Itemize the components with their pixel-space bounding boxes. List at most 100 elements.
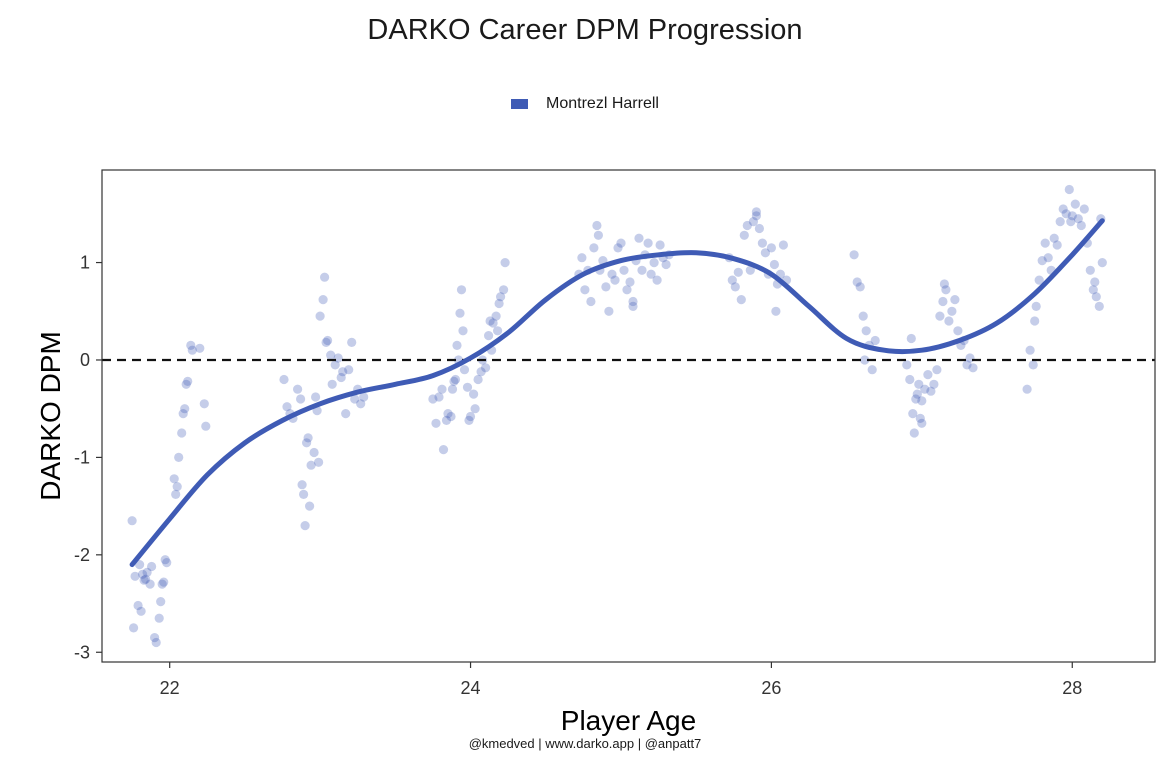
data-point <box>1090 277 1100 287</box>
data-point <box>1055 217 1065 227</box>
smooth-line-montrezl-harrell <box>129 218 1105 568</box>
data-point <box>1097 258 1107 268</box>
points-layer <box>127 184 1107 648</box>
data-point <box>1022 384 1032 394</box>
data-point <box>766 243 777 253</box>
data-point <box>138 569 148 579</box>
data-point <box>473 374 483 385</box>
data-point <box>1031 301 1041 311</box>
data-point <box>968 363 978 373</box>
data-point <box>481 363 491 373</box>
x-tick-label: 28 <box>1062 678 1082 698</box>
data-point <box>303 433 313 443</box>
data-point <box>159 577 169 587</box>
data-point <box>336 372 346 383</box>
data-point <box>911 394 921 404</box>
data-point <box>195 343 205 353</box>
legend-swatch <box>511 99 529 109</box>
data-point <box>637 265 647 275</box>
data-point <box>586 296 596 307</box>
data-point <box>428 394 438 404</box>
data-point <box>171 489 181 499</box>
legend-label: Montrezl Harrell <box>546 95 659 112</box>
data-point <box>302 438 312 448</box>
data-point <box>443 409 453 419</box>
data-point <box>181 379 191 389</box>
data-point <box>1091 292 1101 302</box>
data-point <box>142 567 152 578</box>
data-point <box>465 411 476 422</box>
data-point <box>625 277 635 287</box>
data-point <box>604 306 614 316</box>
data-point <box>493 326 503 336</box>
data-point <box>855 282 865 292</box>
data-point <box>500 258 510 268</box>
data-point <box>469 389 479 399</box>
data-point <box>634 233 644 243</box>
data-point <box>944 316 954 326</box>
data-point <box>858 311 868 321</box>
data-point <box>333 353 343 363</box>
data-point <box>356 399 366 409</box>
data-point <box>341 409 351 419</box>
data-point <box>601 282 611 292</box>
data-point <box>589 243 599 253</box>
y-tick-label: -3 <box>74 642 90 662</box>
data-point <box>1040 238 1050 248</box>
data-point <box>870 335 880 346</box>
y-axis-title: DARKO DPM <box>35 331 66 501</box>
data-point <box>496 292 506 302</box>
data-point <box>437 384 447 394</box>
data-point <box>1064 184 1074 195</box>
data-point <box>344 365 354 375</box>
data-point <box>446 411 456 422</box>
data-point <box>347 337 357 347</box>
x-tick-label: 26 <box>761 678 781 698</box>
plot-frame <box>101 169 1156 663</box>
x-axis-title: Player Age <box>561 705 696 736</box>
data-point <box>452 340 462 350</box>
data-point <box>311 392 321 402</box>
data-point <box>296 394 306 404</box>
data-point <box>580 285 590 295</box>
data-point <box>129 623 139 633</box>
data-point <box>434 392 444 402</box>
data-point <box>592 220 602 231</box>
data-point <box>727 275 737 285</box>
data-point <box>917 418 927 428</box>
data-point <box>646 269 656 279</box>
data-point <box>935 311 945 321</box>
data-point <box>947 306 957 316</box>
data-point <box>300 521 310 531</box>
data-point <box>279 374 289 385</box>
data-point <box>327 379 337 389</box>
data-point <box>174 452 184 462</box>
data-point <box>156 597 166 607</box>
data-point <box>739 230 749 240</box>
data-point <box>321 337 331 347</box>
data-point <box>320 272 330 282</box>
data-point <box>751 211 762 221</box>
data-point <box>643 238 653 248</box>
data-point <box>593 230 604 240</box>
data-point <box>917 396 927 406</box>
data-point <box>622 285 632 295</box>
data-point <box>141 574 151 584</box>
data-point <box>607 269 617 279</box>
data-point <box>1076 220 1086 231</box>
data-point <box>491 311 501 321</box>
data-point <box>449 376 459 386</box>
axes-layer: 22 24 26 28 -3 -2 -1 0 1 <box>74 253 1082 698</box>
data-point <box>628 296 638 307</box>
data-point <box>350 394 360 404</box>
data-point <box>1070 199 1080 209</box>
data-point <box>172 482 182 492</box>
data-point <box>476 367 486 377</box>
data-point <box>338 367 348 377</box>
legend: Montrezl Harrell <box>0 95 1170 113</box>
y-tick-label: -1 <box>74 447 90 467</box>
data-point <box>127 516 137 526</box>
data-point <box>577 253 587 263</box>
data-point <box>742 220 752 231</box>
data-point <box>180 404 190 414</box>
